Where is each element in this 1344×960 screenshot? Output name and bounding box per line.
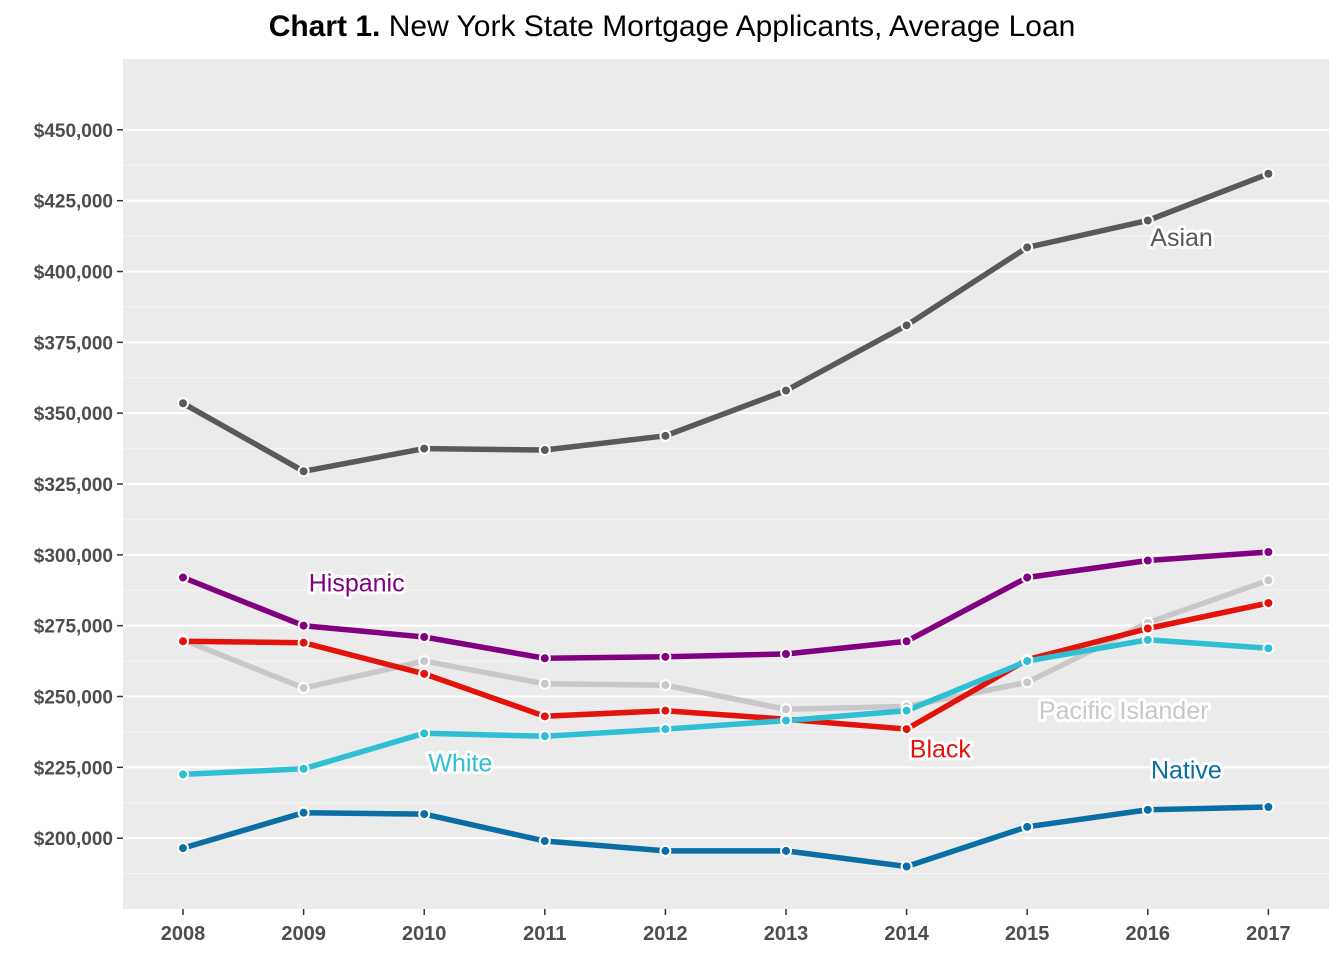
y-tick-label: $375,000	[34, 333, 113, 354]
data-point-hispanic	[1141, 554, 1154, 567]
data-point-white	[659, 723, 672, 736]
data-point-hispanic	[659, 650, 672, 663]
data-point-white	[418, 727, 431, 740]
x-tick-label: 2016	[1126, 923, 1171, 945]
series-label-black: Black	[910, 735, 972, 763]
data-point-white	[297, 762, 310, 775]
x-tick-label: 2013	[764, 923, 809, 945]
data-point-asian	[418, 442, 431, 455]
data-point-hispanic	[297, 619, 310, 632]
data-point-pacific-islander	[538, 677, 551, 690]
series-line-white	[180, 637, 1272, 778]
data-point-black	[1262, 597, 1275, 609]
data-point-native	[659, 844, 672, 857]
y-tick-label: $250,000	[34, 688, 113, 709]
series-line-black	[180, 600, 1272, 732]
points-layer	[177, 167, 1275, 873]
y-tick-label: $350,000	[34, 404, 113, 425]
data-point-pacific-islander	[1021, 676, 1034, 689]
data-point-asian	[659, 429, 672, 442]
y-axis: $200,000 $225,000 $250,000 $275,000 $300,000…	[34, 121, 123, 850]
y-tick-label: $325,000	[34, 475, 113, 496]
data-point-hispanic	[538, 652, 551, 665]
data-point-white	[538, 730, 551, 743]
series-layer	[180, 171, 1272, 870]
data-point-white	[1021, 655, 1034, 668]
data-point-hispanic	[1262, 546, 1275, 558]
x-tick-label: 2017	[1246, 923, 1291, 945]
series-label-asian: Asian	[1150, 224, 1213, 252]
series-labels: Asian Hispanic Pacific Islander Black White N…	[306, 221, 1225, 788]
data-point-black	[1141, 622, 1154, 635]
data-point-asian	[538, 444, 551, 456]
data-point-hispanic	[780, 648, 792, 660]
data-point-black	[297, 636, 310, 649]
data-point-native	[177, 842, 189, 855]
x-tick-label: 2010	[402, 923, 447, 945]
data-point-black	[418, 667, 431, 680]
data-point-asian	[900, 319, 913, 332]
chart-title-prefix: Chart 1.	[268, 10, 381, 43]
y-tick-label: $425,000	[34, 192, 113, 213]
data-point-white	[177, 768, 189, 781]
series-label-native: Native	[1151, 757, 1222, 785]
x-tick-label: 2011	[523, 923, 566, 945]
data-point-white	[1141, 633, 1154, 646]
chart-title: Chart 1. New York State Mortgage Applica…	[0, 10, 1344, 44]
series-line-asian	[180, 171, 1272, 475]
data-point-hispanic	[418, 631, 431, 643]
y-tick-label: $400,000	[34, 263, 113, 284]
x-tick-label: 2015	[1005, 923, 1050, 945]
data-point-native	[297, 806, 310, 819]
data-point-hispanic	[177, 571, 189, 584]
data-point-black	[177, 635, 189, 648]
data-point-native	[1021, 820, 1034, 833]
data-point-asian	[1262, 167, 1275, 180]
data-point-pacific-islander	[780, 703, 792, 716]
chart-title-text: New York State Mortgage Applicants, Aver…	[388, 10, 1076, 43]
series-line-hispanic	[180, 549, 1272, 662]
y-tick-label: $225,000	[34, 758, 113, 779]
y-tick-label: $200,000	[34, 829, 113, 850]
data-point-hispanic	[900, 635, 913, 648]
data-point-native	[1262, 801, 1275, 813]
data-point-pacific-islander	[659, 679, 672, 692]
data-point-native	[1141, 803, 1154, 816]
series-label-pacific-islander: Pacific Islander	[1039, 697, 1209, 725]
data-point-black	[659, 704, 672, 717]
x-tick-label: 2014	[884, 923, 929, 945]
data-point-pacific-islander	[1262, 574, 1275, 587]
data-point-hispanic	[1021, 571, 1034, 584]
x-tick-label: 2009	[281, 923, 326, 945]
x-axis: 2008 2009 2010 2011 2012 2013 2014 2015 2016 2017	[161, 909, 1291, 945]
series-label-hispanic: Hispanic	[309, 570, 405, 598]
data-point-native	[900, 860, 913, 873]
data-point-asian	[1021, 241, 1034, 254]
data-point-asian	[177, 397, 189, 410]
x-tick-label: 2008	[161, 923, 206, 945]
data-point-native	[538, 835, 551, 847]
data-point-white	[1262, 642, 1275, 655]
y-tick-label: $275,000	[34, 617, 113, 638]
data-point-native	[780, 844, 792, 857]
x-tick-label: 2012	[643, 923, 688, 945]
data-point-asian	[780, 384, 792, 397]
data-point-pacific-islander	[418, 655, 431, 668]
series-line-native	[180, 804, 1272, 870]
y-tick-label: $300,000	[34, 546, 113, 567]
data-point-native	[418, 808, 431, 821]
data-point-asian	[297, 465, 310, 478]
y-tick-label: $450,000	[34, 121, 113, 142]
series-label-white: White	[428, 750, 492, 778]
data-point-white	[780, 714, 792, 727]
data-point-black	[538, 710, 551, 723]
data-point-black	[900, 723, 913, 736]
data-point-white	[900, 704, 913, 717]
data-point-pacific-islander	[297, 682, 310, 694]
data-point-asian	[1141, 214, 1154, 227]
